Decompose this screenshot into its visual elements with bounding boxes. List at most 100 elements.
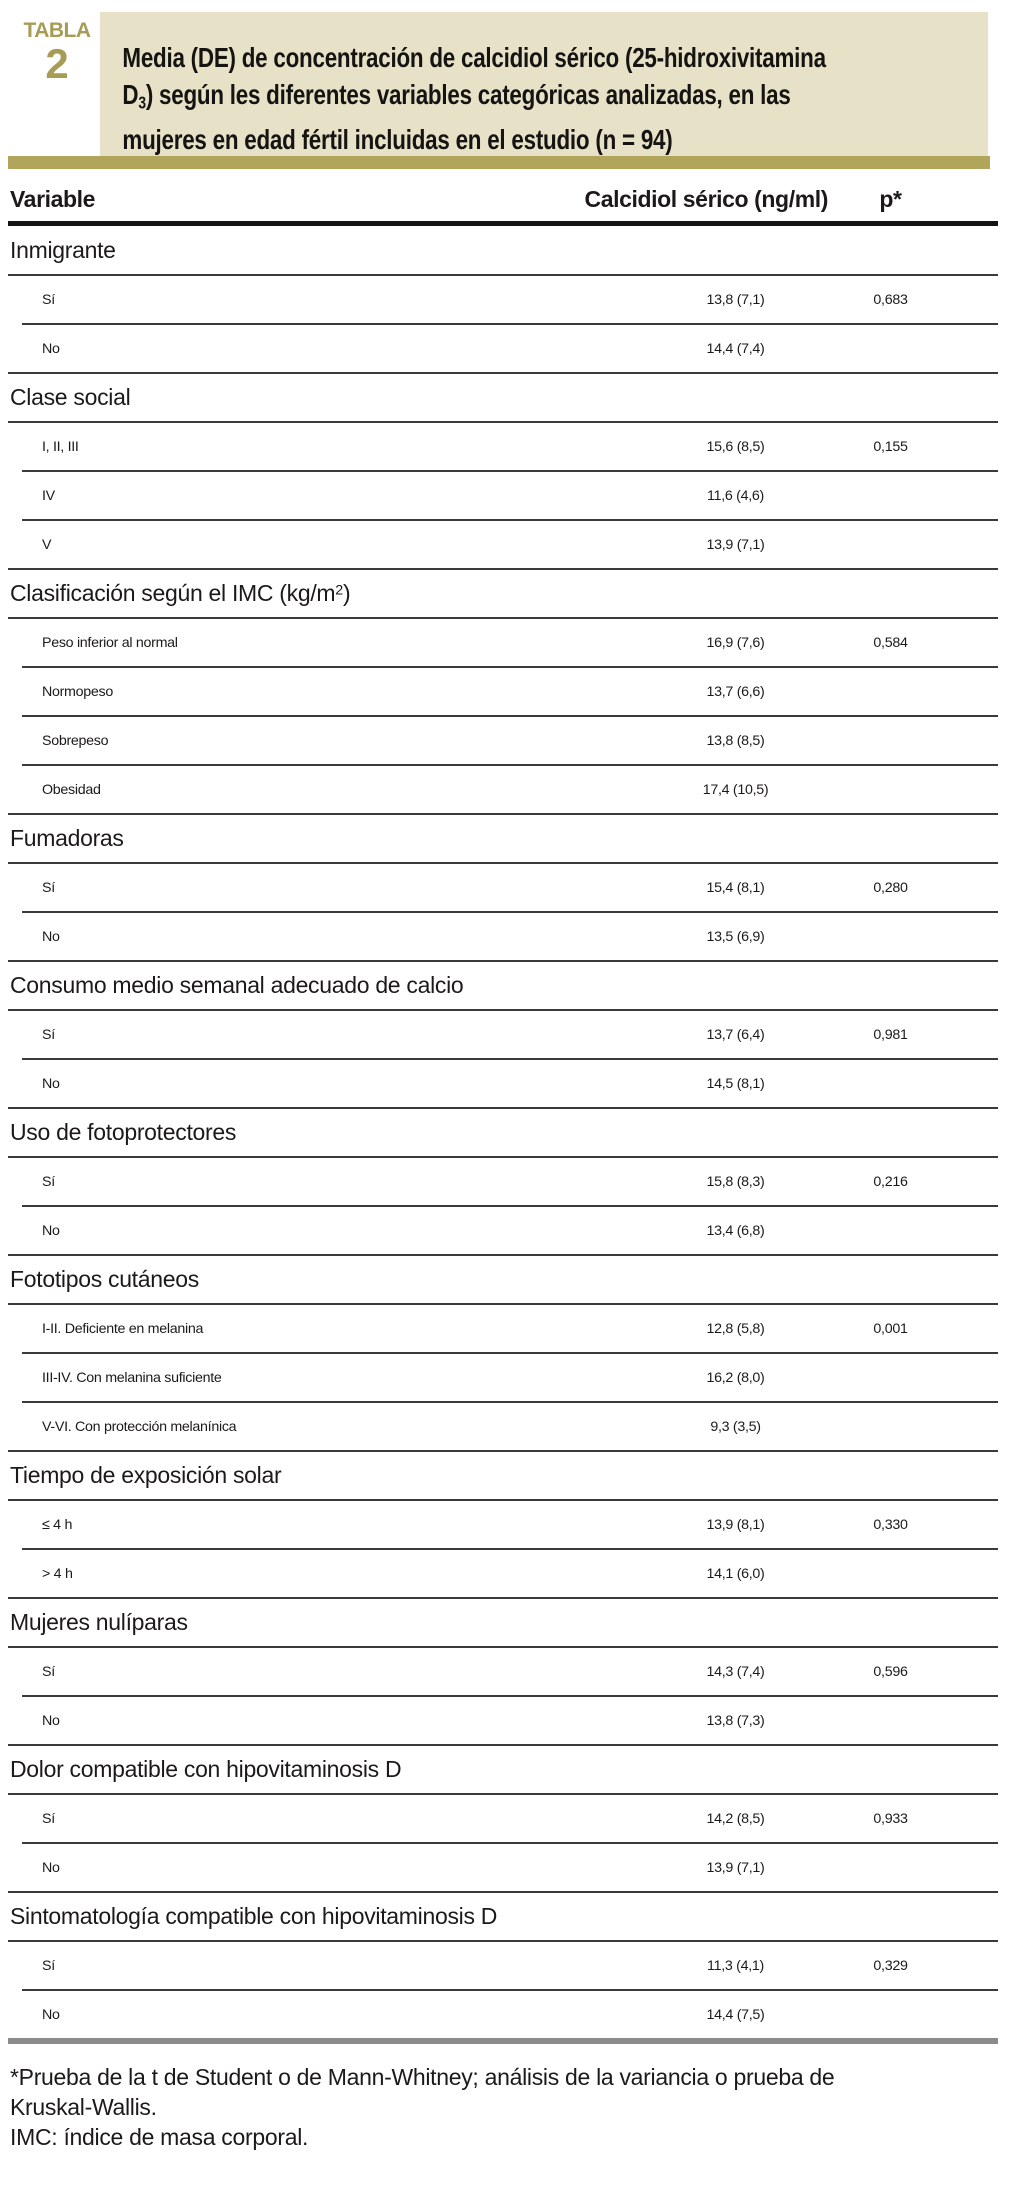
row-divider: [22, 1205, 998, 1207]
table-row: Sí 14,3 (7,4) 0,596: [8, 1648, 998, 1695]
row-divider: [8, 421, 998, 423]
row-divider: [22, 1842, 998, 1844]
row-label: Sí: [42, 1663, 55, 1680]
row-divider: [8, 1499, 998, 1501]
row-p-value: 0,155: [873, 438, 908, 455]
row-p-value: 0,330: [873, 1516, 908, 1533]
row-label: I, II, III: [42, 438, 79, 455]
row-value: 13,4 (6,8): [706, 1222, 765, 1239]
row-label: No: [42, 1859, 60, 1876]
row-divider: [8, 1940, 998, 1942]
footnote-abbreviation: IMC: índice de masa corporal.: [10, 2124, 309, 2150]
row-value: 14,4 (7,5): [706, 2006, 765, 2023]
table-row: No 14,4 (7,4): [8, 325, 998, 372]
row-p-value: 0,329: [873, 1957, 908, 1974]
row-label: Sintomatología compatible con hipovitami…: [10, 1903, 498, 1929]
row-label: No: [42, 928, 60, 945]
row-p-value: 0,216: [873, 1173, 908, 1190]
row-label: V-VI. Con protección melanínica: [42, 1418, 237, 1435]
table-row: No 13,5 (6,9): [8, 913, 998, 960]
row-divider: [8, 617, 998, 619]
subscript-3: 3: [138, 92, 146, 113]
row-divider: [8, 1254, 998, 1256]
row-label: Obesidad: [42, 781, 101, 798]
table-row: No 13,4 (6,8): [8, 1207, 998, 1254]
row-divider: [8, 1891, 998, 1893]
table-row: Sí 11,3 (4,1) 0,329: [8, 1942, 998, 1989]
category-row: Uso de fotoprotectores: [8, 1109, 998, 1156]
row-divider: [22, 1058, 998, 1060]
row-value: 16,2 (8,0): [706, 1369, 765, 1386]
row-divider: [8, 813, 998, 815]
row-label: Sí: [42, 1810, 55, 1827]
row-p-value: 0,280: [873, 879, 908, 896]
table-row: No 14,4 (7,5): [8, 1991, 998, 2038]
row-value: 13,7 (6,4): [706, 1026, 765, 1043]
table-badge: TABLA 2: [22, 20, 92, 85]
row-p-value: 0,584: [873, 634, 908, 651]
row-value: 13,8 (7,3): [706, 1712, 765, 1729]
row-label: Normopeso: [42, 683, 113, 700]
row-divider: [22, 1401, 998, 1403]
row-divider: [8, 274, 998, 276]
category-row: Consumo medio semanal adecuado de calcio: [8, 962, 998, 1009]
row-label: Consumo medio semanal adecuado de calcio: [10, 972, 464, 998]
row-divider: [8, 1156, 998, 1158]
table-row: No 13,9 (7,1): [8, 1844, 998, 1891]
row-label: No: [42, 1222, 60, 1239]
row-value: 12,8 (5,8): [706, 1320, 765, 1337]
row-value: 11,3 (4,1): [707, 1957, 764, 1974]
row-divider: [8, 1597, 998, 1599]
row-divider: [8, 1744, 998, 1746]
row-divider: [8, 960, 998, 962]
table-row: I, II, III 15,6 (8,5) 0,155: [8, 423, 998, 470]
row-divider: [22, 764, 998, 766]
row-value: 14,3 (7,4): [706, 1663, 765, 1680]
category-row: Fumadoras: [8, 815, 998, 862]
row-label: Mujeres nulíparas: [10, 1609, 188, 1635]
row-divider: [8, 862, 998, 864]
row-value: 17,4 (10,5): [702, 781, 769, 798]
category-row: Clasificación según el IMC (kg/m2): [8, 570, 998, 617]
row-label: Clasificación según el IMC (kg/m2): [10, 580, 351, 606]
row-label: III-IV. Con melanina suficiente: [42, 1369, 222, 1386]
row-p-value: 0,596: [873, 1663, 908, 1680]
row-p-value: 0,933: [873, 1810, 908, 1827]
row-label: Dolor compatible con hipovitaminosis D: [10, 1756, 402, 1782]
row-label: Fototipos cutáneos: [10, 1266, 199, 1292]
row-divider: [8, 568, 998, 570]
row-divider: [22, 470, 998, 472]
row-divider: [22, 666, 998, 668]
title-box: Media (DE) de concentración de calcidiol…: [100, 12, 988, 156]
row-divider: [8, 1450, 998, 1452]
table-row: I-II. Deficiente en melanina 12,8 (5,8) 0,…: [8, 1305, 998, 1352]
row-label: Uso de fotoprotectores: [10, 1119, 237, 1145]
row-value: 13,8 (7,1): [706, 291, 765, 308]
table-row: No 14,5 (8,1): [8, 1060, 998, 1107]
row-value: 11,6 (4,6): [707, 487, 764, 504]
table-row: ≤ 4 h 13,9 (8,1) 0,330: [8, 1501, 998, 1548]
row-p-value: 0,981: [873, 1026, 908, 1043]
row-divider: [22, 1989, 998, 1991]
row-divider: [22, 519, 998, 521]
row-label: Fumadoras: [10, 825, 124, 851]
table-row: Sí 15,4 (8,1) 0,280: [8, 864, 998, 911]
table-row: III-IV. Con melanina suficiente 16,2 (8,0…: [8, 1354, 998, 1401]
row-label: Peso inferior al normal: [42, 634, 178, 651]
footnote-method: *Prueba de la t de Student o de Mann-Whi…: [10, 2064, 835, 2120]
row-divider: [22, 1695, 998, 1697]
column-header-value: Calcidiol sérico (ng/ml): [584, 185, 829, 212]
row-value: 13,7 (6,6): [706, 683, 765, 700]
row-label: Sí: [42, 291, 55, 308]
row-label: Inmigrante: [10, 237, 116, 263]
row-value: 15,6 (8,5): [706, 438, 765, 455]
row-p-value: 0,683: [873, 291, 908, 308]
category-row: Fototipos cutáneos: [8, 1256, 998, 1303]
table-title: Media (DE) de concentración de calcidiol…: [100, 12, 826, 158]
row-value: 14,1 (6,0): [706, 1565, 765, 1582]
title-line-1: Media (DE) de concentración de calcidiol…: [122, 42, 826, 73]
row-value: 13,5 (6,9): [706, 928, 765, 945]
row-divider: [22, 715, 998, 717]
title-line-3: mujeres en edad fértil incluidas en el e…: [122, 124, 673, 156]
table-row: Sí 14,2 (8,5) 0,933: [8, 1795, 998, 1842]
